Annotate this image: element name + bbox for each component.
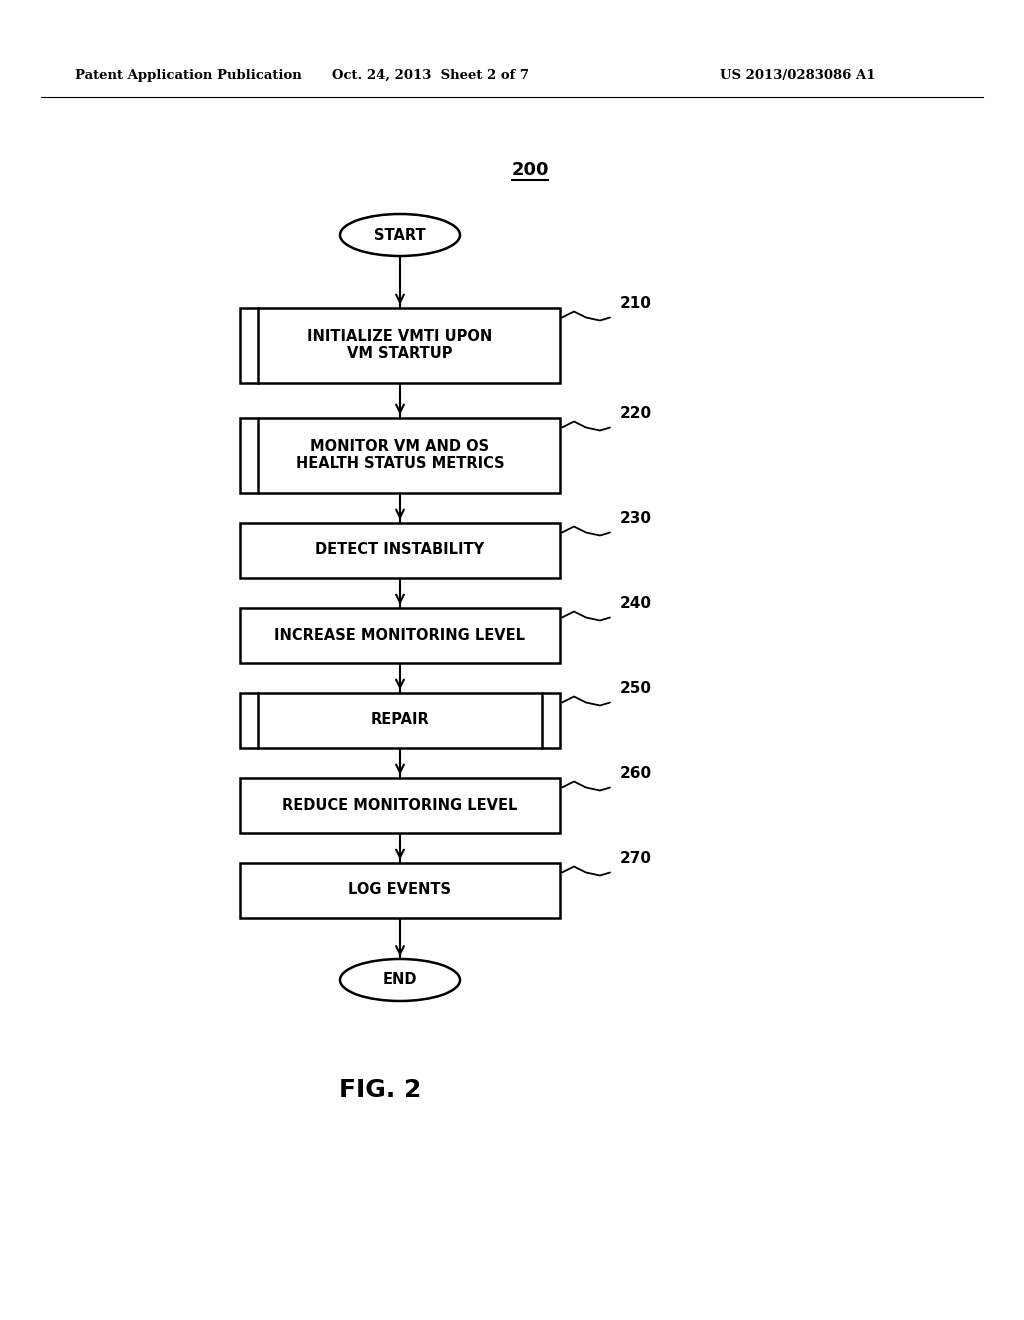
Text: REDUCE MONITORING LEVEL: REDUCE MONITORING LEVEL [283,797,518,813]
Bar [240,607,560,663]
Text: Oct. 24, 2013  Sheet 2 of 7: Oct. 24, 2013 Sheet 2 of 7 [332,69,528,82]
Text: 270: 270 [620,851,652,866]
Text: 220: 220 [620,407,652,421]
Text: US 2013/0283086 A1: US 2013/0283086 A1 [720,69,876,82]
Text: 230: 230 [620,511,652,525]
Text: 250: 250 [620,681,652,696]
Bar [240,417,560,492]
Text: Patent Application Publication: Patent Application Publication [75,69,302,82]
Text: LOG EVENTS: LOG EVENTS [348,883,452,898]
Text: INITIALIZE VMTI UPON
VM STARTUP: INITIALIZE VMTI UPON VM STARTUP [307,329,493,362]
Text: 200: 200 [511,161,549,180]
Ellipse shape [340,214,460,256]
Text: END: END [383,973,417,987]
Bar [240,308,560,383]
Bar [240,523,560,578]
Text: 260: 260 [620,766,652,781]
Text: FIG. 2: FIG. 2 [339,1078,421,1102]
Bar [240,693,560,747]
Text: REPAIR: REPAIR [371,713,429,727]
Text: INCREASE MONITORING LEVEL: INCREASE MONITORING LEVEL [274,627,525,643]
Text: 240: 240 [620,597,652,611]
Text: 210: 210 [620,296,652,312]
Ellipse shape [340,960,460,1001]
Text: START: START [374,227,426,243]
Text: MONITOR VM AND OS
HEALTH STATUS METRICS: MONITOR VM AND OS HEALTH STATUS METRICS [296,438,504,471]
Bar [240,862,560,917]
Text: DETECT INSTABILITY: DETECT INSTABILITY [315,543,484,557]
Bar [240,777,560,833]
